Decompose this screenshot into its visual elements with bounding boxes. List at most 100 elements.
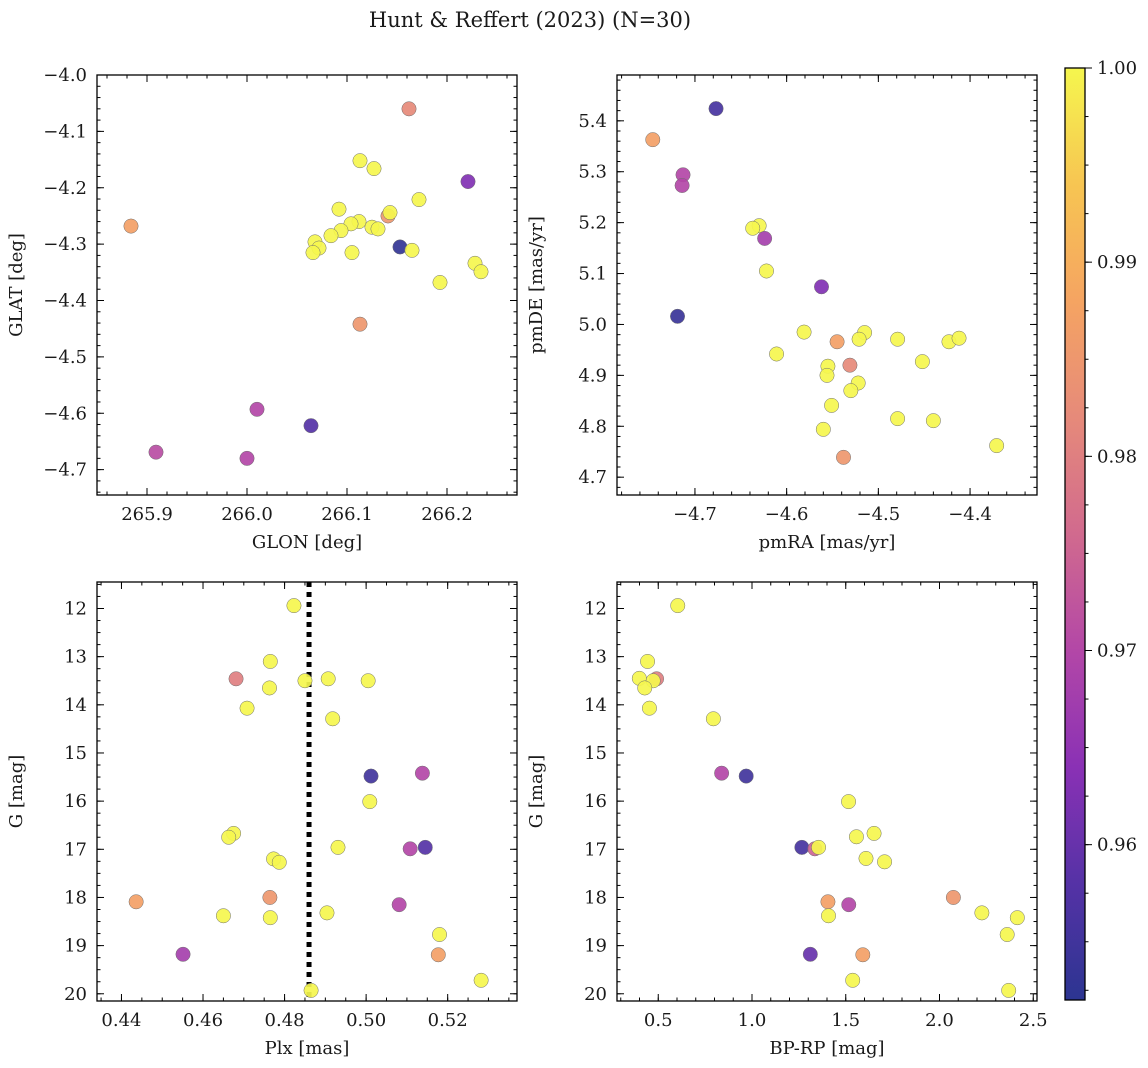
data-point	[708, 101, 724, 117]
colorbar-frame	[1064, 67, 1086, 1001]
y-tick-label: 16	[584, 791, 607, 812]
data-point	[148, 444, 164, 460]
data-point	[239, 450, 255, 466]
data-point	[228, 671, 244, 687]
data-point	[851, 331, 867, 347]
data-point	[239, 700, 255, 716]
colorbar-tick-label: 0.96	[1097, 835, 1137, 856]
data-point	[123, 218, 139, 234]
data-point	[841, 794, 857, 810]
x-tick-label: 0.5	[644, 1010, 673, 1031]
data-point	[391, 897, 407, 913]
data-point	[858, 850, 874, 866]
data-point	[945, 890, 961, 905]
data-point	[128, 894, 144, 910]
y-tick-label: 19	[64, 936, 87, 957]
data-point	[999, 927, 1015, 942]
plot-frame	[616, 74, 1038, 496]
data-point	[877, 854, 893, 870]
data-point	[670, 308, 685, 324]
data-point	[890, 411, 906, 427]
data-point	[745, 220, 761, 236]
data-point	[366, 161, 382, 177]
data-point	[249, 401, 265, 417]
data-point	[866, 825, 882, 841]
y-tick-label: 17	[64, 839, 87, 860]
data-point	[855, 947, 871, 963]
y-axis-label: GLAT [deg]	[6, 233, 27, 337]
data-point	[262, 680, 277, 696]
data-point	[759, 263, 774, 279]
data-point	[836, 449, 851, 465]
y-tick-label: 4.7	[578, 467, 607, 488]
data-point	[848, 829, 864, 845]
x-axis-label: pmRA [mas/yr]	[759, 532, 896, 553]
y-tick-label: 5.3	[578, 162, 607, 183]
data-point	[297, 673, 313, 689]
y-tick-label: 13	[64, 647, 87, 668]
x-axis-label: BP-RP [mag]	[769, 1038, 884, 1059]
data-point	[303, 418, 319, 434]
y-tick-label: 12	[64, 598, 87, 619]
data-point	[925, 413, 941, 429]
data-point	[819, 367, 835, 383]
plot-frame	[616, 581, 1038, 1002]
data-point	[320, 671, 336, 687]
x-tick-label: −4.7	[673, 504, 717, 525]
y-tick-label: −4.3	[43, 234, 87, 255]
data-point	[382, 205, 398, 221]
x-tick-label: 1.0	[738, 1010, 767, 1031]
data-point	[714, 765, 730, 781]
data-point	[330, 839, 346, 855]
y-tick-label: −4.6	[43, 403, 87, 424]
plot-frame	[96, 74, 518, 496]
y-tick-label: 4.9	[578, 365, 607, 386]
y-tick-label: −4.4	[43, 291, 87, 312]
y-tick-label: 19	[584, 936, 607, 957]
x-tick-label: 0.48	[265, 1010, 305, 1031]
data-point	[794, 839, 810, 855]
y-tick-label: 12	[584, 598, 607, 619]
data-point	[323, 228, 339, 244]
data-point	[914, 354, 930, 370]
data-point	[175, 946, 191, 962]
y-tick-label: −4.0	[43, 65, 87, 86]
y-axis-label: G [mag]	[6, 755, 27, 828]
data-point	[305, 245, 321, 261]
y-tick-label: 18	[584, 887, 607, 908]
data-point	[640, 654, 656, 669]
y-tick-label: 16	[64, 791, 87, 812]
colorbar-tick-label: 0.97	[1097, 641, 1137, 662]
data-point	[473, 264, 489, 280]
data-point	[738, 768, 754, 784]
y-tick-label: 13	[584, 647, 607, 668]
data-point	[414, 765, 430, 781]
data-point	[757, 230, 773, 246]
data-point	[432, 275, 448, 290]
data-point	[829, 334, 845, 350]
colorbar-tick-label: 0.99	[1097, 252, 1137, 273]
data-point	[670, 598, 686, 614]
data-point	[430, 947, 446, 963]
panel-plx-g: 0.44 0.46 0.48 0.50 0.52 12 13 14 15 16 17 18 19 20 P…	[6, 581, 518, 1059]
data-point	[645, 132, 661, 148]
data-point	[370, 221, 386, 237]
data-point	[352, 153, 368, 169]
y-tick-label: 20	[584, 984, 607, 1005]
x-tick-label: 265.9	[121, 504, 173, 525]
data-point	[473, 972, 489, 988]
panel-pmra-pmde: −4.7 −4.6 −4.5 −4.4 4.7 4.8 4.9 5.0 5.1 5.2 5.3 5.4…	[526, 74, 1038, 553]
data-point	[843, 383, 859, 399]
data-point	[404, 242, 420, 258]
y-axis-label: G [mag]	[526, 755, 547, 828]
data-point	[674, 178, 690, 193]
data-point	[951, 330, 967, 346]
colorbar-tick-label: 1.00	[1097, 58, 1137, 79]
y-tick-label: −4.2	[43, 178, 87, 199]
data-point	[802, 946, 818, 962]
x-tick-label: 0.52	[428, 1010, 468, 1031]
x-tick-label: 2.0	[925, 1010, 954, 1031]
data-point	[215, 908, 231, 924]
y-tick-label: 15	[584, 743, 607, 764]
